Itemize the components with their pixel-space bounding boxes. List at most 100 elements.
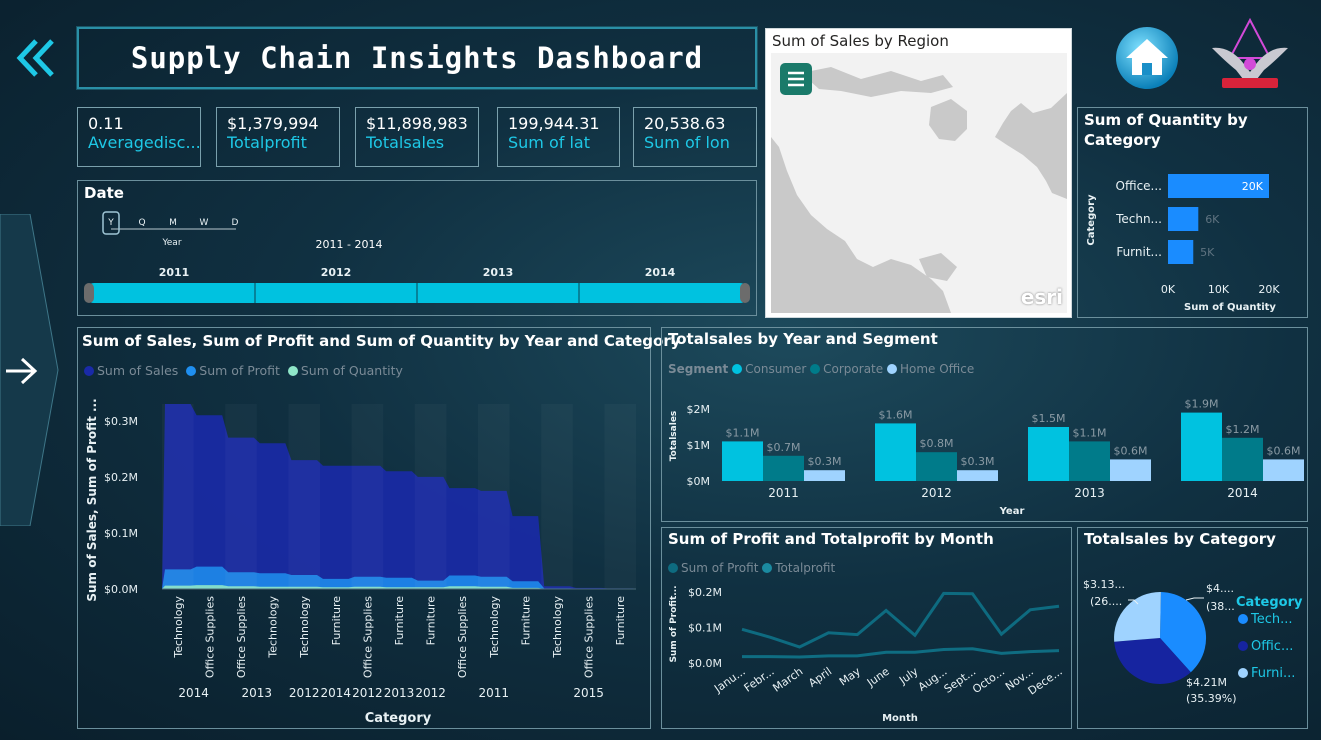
- bar-home-office[interactable]: [804, 470, 845, 481]
- x-year-label: 2012: [352, 686, 383, 700]
- bar-data-label: $1.2M: [1226, 423, 1260, 436]
- bar-data-label: 6K: [1205, 213, 1220, 226]
- legend-item-label[interactable]: Offic...: [1251, 639, 1293, 654]
- bar-category-label: Furnit...: [1116, 245, 1162, 259]
- x-category-label: Technology: [298, 596, 311, 659]
- pie-slice[interactable]: [1114, 638, 1191, 684]
- level-q[interactable]: Q: [138, 218, 145, 228]
- pie-leader-line: [1128, 599, 1139, 605]
- bar-corporate[interactable]: [1069, 441, 1110, 481]
- legend-item-sum-of-profit[interactable]: Sum of Profit: [668, 561, 758, 575]
- map-attribution: esri: [1020, 285, 1063, 309]
- area-series-1[interactable]: [162, 404, 636, 589]
- kpi-total-profit: $1,379,994 Totalprofit: [216, 107, 340, 167]
- year-2012: 2012: [321, 266, 352, 279]
- legend-item-quantity[interactable]: Sum of Quantity: [287, 363, 403, 378]
- date-slicer: Date Y Q M W D Year 2011 - 2014 2011 201…: [77, 180, 757, 316]
- level-m[interactable]: M: [169, 218, 177, 228]
- x-category-label: 2012: [921, 486, 952, 500]
- pie-slice[interactable]: [1114, 591, 1161, 642]
- bar-home-office[interactable]: [957, 470, 998, 481]
- x-tick-label: 10K: [1208, 283, 1230, 296]
- kpi-value: 0.11: [88, 114, 124, 133]
- kpi-label: Totalprofit: [227, 133, 307, 152]
- area-series-3[interactable]: [162, 585, 636, 589]
- line-series-1[interactable]: [741, 591, 1060, 649]
- bar-consumer[interactable]: [875, 423, 916, 481]
- x-category-label: Technology: [488, 596, 501, 659]
- bar-corporate[interactable]: [763, 455, 804, 481]
- x-year-label: 2013: [384, 686, 415, 700]
- bar-data-label: $0.6M: [1267, 444, 1301, 457]
- bar-consumer[interactable]: [722, 441, 763, 481]
- year-2011: 2011: [159, 266, 190, 279]
- x-axis-title: Sum of Quantity: [1184, 302, 1276, 313]
- kpi-label: Averagedisc...: [88, 133, 200, 152]
- level-d[interactable]: D: [232, 218, 239, 228]
- bar-consumer[interactable]: [1181, 412, 1222, 481]
- water-hudson-bay: [929, 99, 967, 141]
- eagle-logo-icon: [1212, 17, 1288, 88]
- timeline-handle-left[interactable]: [84, 283, 94, 303]
- legend-item-totalprofit[interactable]: Totalprofit: [762, 561, 835, 575]
- bar-home-office[interactable]: [1263, 459, 1304, 481]
- bar-corporate[interactable]: [916, 452, 957, 481]
- x-category-label: 2013: [1074, 486, 1105, 500]
- bar[interactable]: [1168, 207, 1199, 231]
- back-button[interactable]: [14, 36, 58, 80]
- column-stripe: [415, 404, 447, 589]
- legend-item-consumer[interactable]: Consumer: [732, 362, 806, 376]
- legend-item-corporate[interactable]: Corporate: [810, 362, 883, 376]
- totalsales-by-category-chart: Totalsales by Category $4.... (38... $4.21…: [1077, 527, 1308, 729]
- home-icon: [1116, 27, 1178, 89]
- bar-corporate[interactable]: [1222, 437, 1263, 481]
- level-caption: Year: [161, 238, 181, 248]
- bar[interactable]: [1168, 240, 1194, 264]
- chart-title: Sum of Sales, Sum of Profit and Sum of Q…: [82, 332, 681, 350]
- y-tick-label: $0.2M: [104, 471, 138, 484]
- pie-data-label: $4....: [1206, 582, 1234, 595]
- level-w[interactable]: W: [200, 218, 209, 228]
- level-y[interactable]: Y: [107, 218, 114, 228]
- map-panel[interactable]: Sum of Sales by Region esri: [765, 28, 1072, 318]
- x-category-label: 2011: [768, 486, 799, 500]
- y-axis-title: Sum of Sales, Sum of Profit ...: [85, 398, 99, 601]
- legend-item-label[interactable]: Furni...: [1251, 666, 1295, 681]
- line-series-2[interactable]: [742, 647, 1060, 659]
- bar-data-label: $1.1M: [726, 426, 760, 439]
- legend-marker[interactable]: [1238, 614, 1248, 624]
- bar-category-label: Techn...: [1115, 212, 1162, 226]
- bar-data-label: 20K: [1242, 180, 1264, 193]
- map-menu-button[interactable]: [780, 63, 812, 95]
- pie-slice[interactable]: [1160, 592, 1207, 673]
- legend-item-home-office[interactable]: Home Office: [886, 362, 974, 376]
- x-year-label: 2014: [178, 686, 209, 700]
- legend-marker[interactable]: [1238, 668, 1248, 678]
- x-axis-title: Month: [882, 713, 918, 724]
- x-category-label: Sept...: [942, 665, 979, 696]
- x-year-label: 2014: [321, 686, 352, 700]
- chart-title: Totalsales by Year and Segment: [668, 330, 938, 348]
- side-nav-button[interactable]: [0, 213, 60, 527]
- column-stripe: [478, 404, 510, 589]
- date-range-label: 2011 - 2014: [316, 238, 383, 251]
- hamburger-menu-icon: [788, 71, 804, 87]
- home-button[interactable]: [1114, 25, 1180, 91]
- y-axis-title: Totalsales: [669, 411, 679, 462]
- bar-data-label: $1.9M: [1185, 398, 1219, 411]
- x-category-label: Furniture: [393, 596, 406, 646]
- bar-consumer[interactable]: [1028, 427, 1069, 481]
- map-canvas[interactable]: [771, 53, 1067, 313]
- bar-home-office[interactable]: [1110, 459, 1151, 481]
- legend-marker[interactable]: [1238, 641, 1248, 651]
- bar-data-label: $1.6M: [879, 408, 913, 421]
- y-tick-label: $0.1M: [688, 622, 722, 635]
- legend-item-label[interactable]: Tech...: [1250, 612, 1293, 627]
- legend-item-sales[interactable]: Sum of Sales: [84, 363, 178, 378]
- legend-item-profit[interactable]: Sum of Profit: [186, 363, 280, 378]
- page-title: Supply Chain Insights Dashboard: [130, 41, 704, 75]
- area-series-2[interactable]: [162, 566, 636, 589]
- timeline-handle-right[interactable]: [740, 283, 750, 303]
- level-selector-active[interactable]: [102, 211, 120, 235]
- bar[interactable]: [1168, 174, 1269, 198]
